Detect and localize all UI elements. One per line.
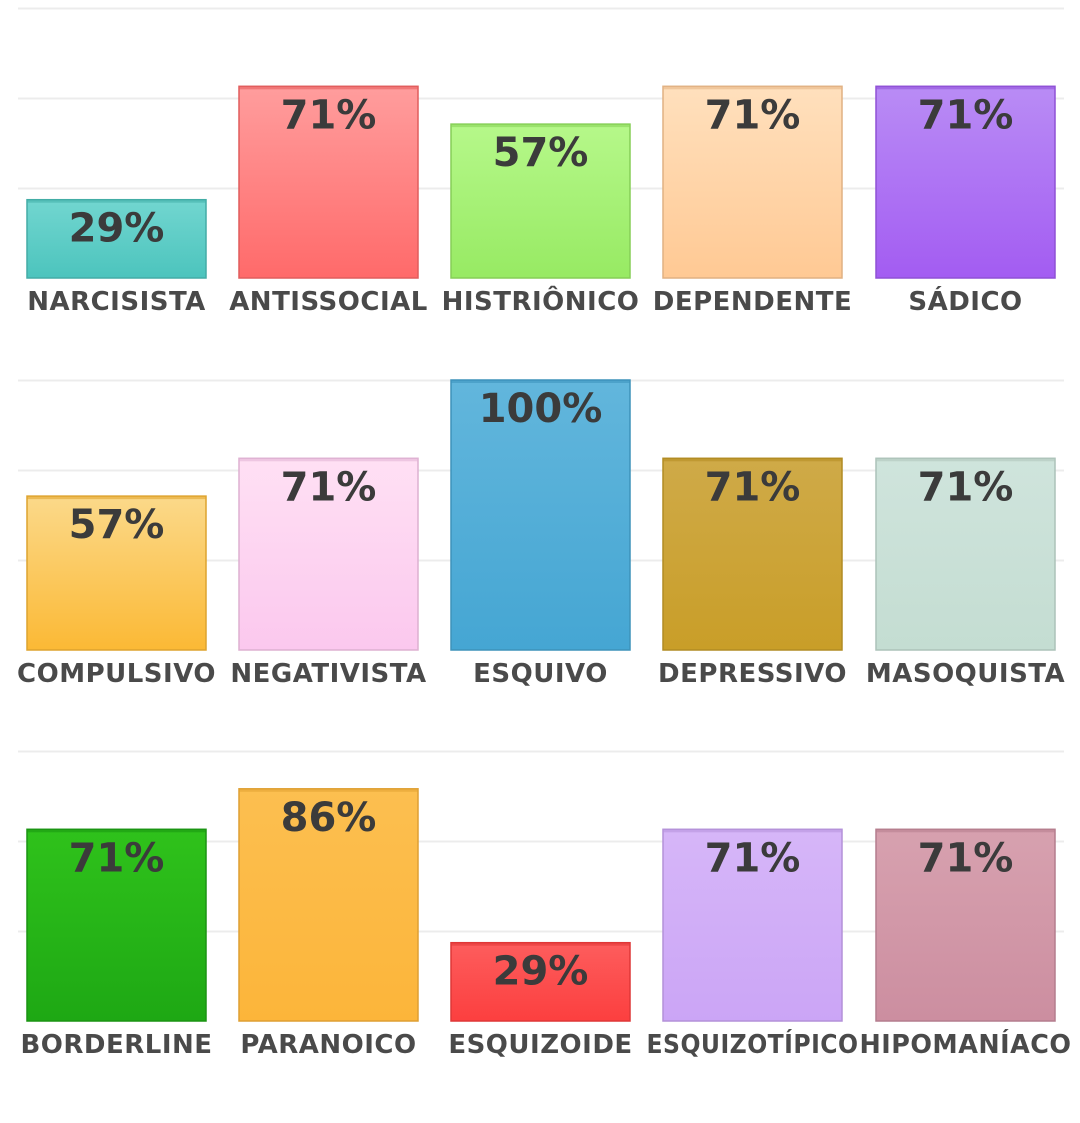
category-label-borderline: BORDERLINE <box>20 1030 212 1060</box>
bar-narcisista[interactable] <box>26 198 207 279</box>
bar-top-edge <box>27 496 206 500</box>
bar-chart-1: 29% NARCISISTA 71% ANTISSOCIAL 57% HISTRIÔNIC… <box>18 7 1064 317</box>
category-label-narcisista: NARCISISTA <box>27 287 206 317</box>
bar-top-edge <box>451 942 630 946</box>
category-label-hipomaniaco: HIPOMANÍACO <box>860 1028 1072 1060</box>
bar-top-edge <box>876 86 1055 90</box>
value-label-hipomaniaco: 71% <box>918 835 1014 881</box>
bar-depressivo[interactable] <box>662 457 843 651</box>
bar-sadico[interactable] <box>875 85 1056 279</box>
category-label-sadico: SÁDICO <box>908 285 1022 317</box>
bar-top-edge <box>663 458 842 462</box>
category-label-esquizoide: ESQUIZOIDE <box>448 1030 632 1060</box>
category-label-dependente: DEPENDENTE <box>653 287 853 317</box>
value-label-compulsivo: 57% <box>69 502 165 548</box>
category-label-histrionico: HISTRIÔNICO <box>442 285 640 317</box>
bar-top-edge <box>239 86 418 90</box>
bar-esquizotipico[interactable] <box>662 828 843 1022</box>
category-label-compulsivo: COMPULSIVO <box>17 659 216 689</box>
bar-esquizoide[interactable] <box>450 941 631 1022</box>
bar-top-edge <box>663 829 842 833</box>
value-label-histrionico: 57% <box>493 130 589 176</box>
value-label-paranoico: 86% <box>281 795 377 841</box>
bar-hipomaniaco[interactable] <box>875 828 1056 1022</box>
bar-top-edge <box>27 199 206 203</box>
value-label-depressivo: 71% <box>705 464 801 510</box>
value-label-narcisista: 29% <box>69 206 165 252</box>
bar-top-edge <box>239 788 418 792</box>
value-label-antissocial: 71% <box>281 92 377 138</box>
value-label-esquizotipico: 71% <box>705 835 801 881</box>
value-label-borderline: 71% <box>69 835 165 881</box>
bar-esquivo[interactable] <box>450 379 631 651</box>
bar-compulsivo[interactable] <box>26 495 207 651</box>
bar-dependente[interactable] <box>662 85 843 279</box>
bar-paranoico[interactable] <box>238 788 419 1022</box>
value-label-esquizoide: 29% <box>493 949 589 995</box>
category-label-masoquista: MASOQUISTA <box>866 659 1065 689</box>
bar-top-edge <box>876 829 1055 833</box>
category-label-depressivo: DEPRESSIVO <box>658 659 847 689</box>
category-label-esquizotipico: ESQUIZOTÍPICO <box>647 1028 859 1060</box>
bar-top-edge <box>27 829 206 833</box>
bar-top-edge <box>451 380 630 383</box>
value-label-esquivo: 100% <box>479 386 603 432</box>
category-label-negativista: NEGATIVISTA <box>230 659 426 689</box>
bar-histrionico[interactable] <box>450 123 631 279</box>
bar-top-edge <box>663 86 842 90</box>
category-label-esquivo: ESQUIVO <box>473 659 608 689</box>
bar-top-edge <box>451 124 630 128</box>
value-label-negativista: 71% <box>281 464 377 510</box>
category-label-antissocial: ANTISSOCIAL <box>229 287 428 317</box>
bar-chart-3: 71% BORDERLINE 86% PARANOICO 29% ESQUIZOIDE 71… <box>18 750 1072 1060</box>
bar-masoquista[interactable] <box>875 457 1056 651</box>
bar-top-edge <box>239 458 418 462</box>
value-label-dependente: 71% <box>705 92 801 138</box>
category-label-paranoico: PARANOICO <box>240 1030 416 1060</box>
value-label-masoquista: 71% <box>918 464 1014 510</box>
bar-negativista[interactable] <box>238 457 419 651</box>
bar-top-edge <box>876 458 1055 462</box>
bar-chart-2: 57% COMPULSIVO 71% NEGATIVISTA 100% ESQUIVO 71… <box>17 379 1065 689</box>
value-label-sadico: 71% <box>918 92 1014 138</box>
